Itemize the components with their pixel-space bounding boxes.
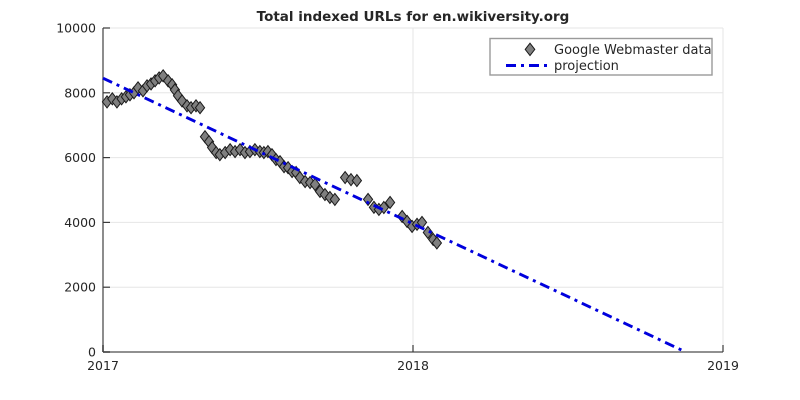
data-point-diamond (384, 195, 396, 210)
data-point-diamond (396, 209, 408, 224)
data-point-diamond (431, 236, 443, 250)
y-tick-label: 10000 (56, 21, 96, 36)
y-tick-label: 4000 (64, 215, 96, 230)
series-layer (101, 68, 687, 354)
axes-layer (102, 27, 724, 353)
data-point-diamond (339, 170, 351, 185)
data-point-diamond (422, 225, 434, 240)
y-tick-label: 8000 (64, 85, 96, 100)
data-point-diamond (176, 94, 188, 108)
tick-label-layer: 0 2000 4000 6000 8000 10000 2017 2018 2019 (56, 21, 739, 374)
grid-layer (103, 27, 724, 352)
legend: Google Webmaster data projection (489, 37, 713, 76)
y-tick-label: 6000 (64, 150, 96, 165)
data-point-diamond (351, 173, 363, 188)
legend-box (489, 37, 713, 76)
y-tick-label: 2000 (64, 280, 96, 295)
x-tick-label: 2018 (397, 358, 429, 373)
data-point-diamond (319, 187, 331, 202)
projection-line (102, 76, 687, 354)
x-tick-label: 2017 (87, 358, 119, 373)
data-point-diamond (401, 214, 413, 229)
data-point-diamond (194, 100, 206, 115)
legend-label-projection: projection (554, 59, 619, 74)
legend-diamond-marker-icon (524, 42, 536, 57)
data-point-diamond (329, 192, 341, 207)
x-tick-label: 2019 (707, 358, 739, 373)
data-point-diamond (234, 142, 246, 157)
y-tick-label: 0 (88, 345, 96, 360)
chart-title: Total indexed URLs for en.wikiversity.or… (257, 9, 570, 25)
data-point-diamond (309, 177, 321, 192)
data-point-diamond (362, 192, 374, 207)
legend-label-webmaster-data: Google Webmaster data (554, 43, 712, 58)
